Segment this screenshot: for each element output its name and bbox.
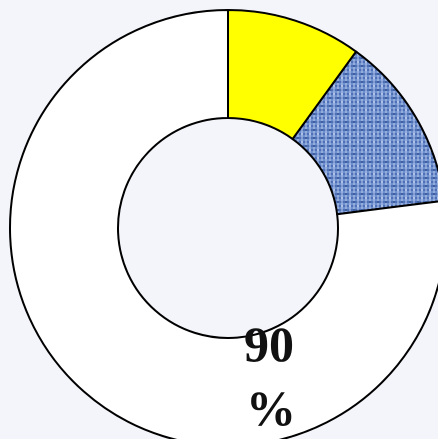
donut-slice-2 — [291, 50, 438, 216]
slices-group — [9, 8, 438, 439]
annotation-line-2: % — [246, 380, 296, 436]
donut-slice-3 — [9, 8, 438, 439]
annotation-line-1: 90 — [244, 316, 294, 372]
